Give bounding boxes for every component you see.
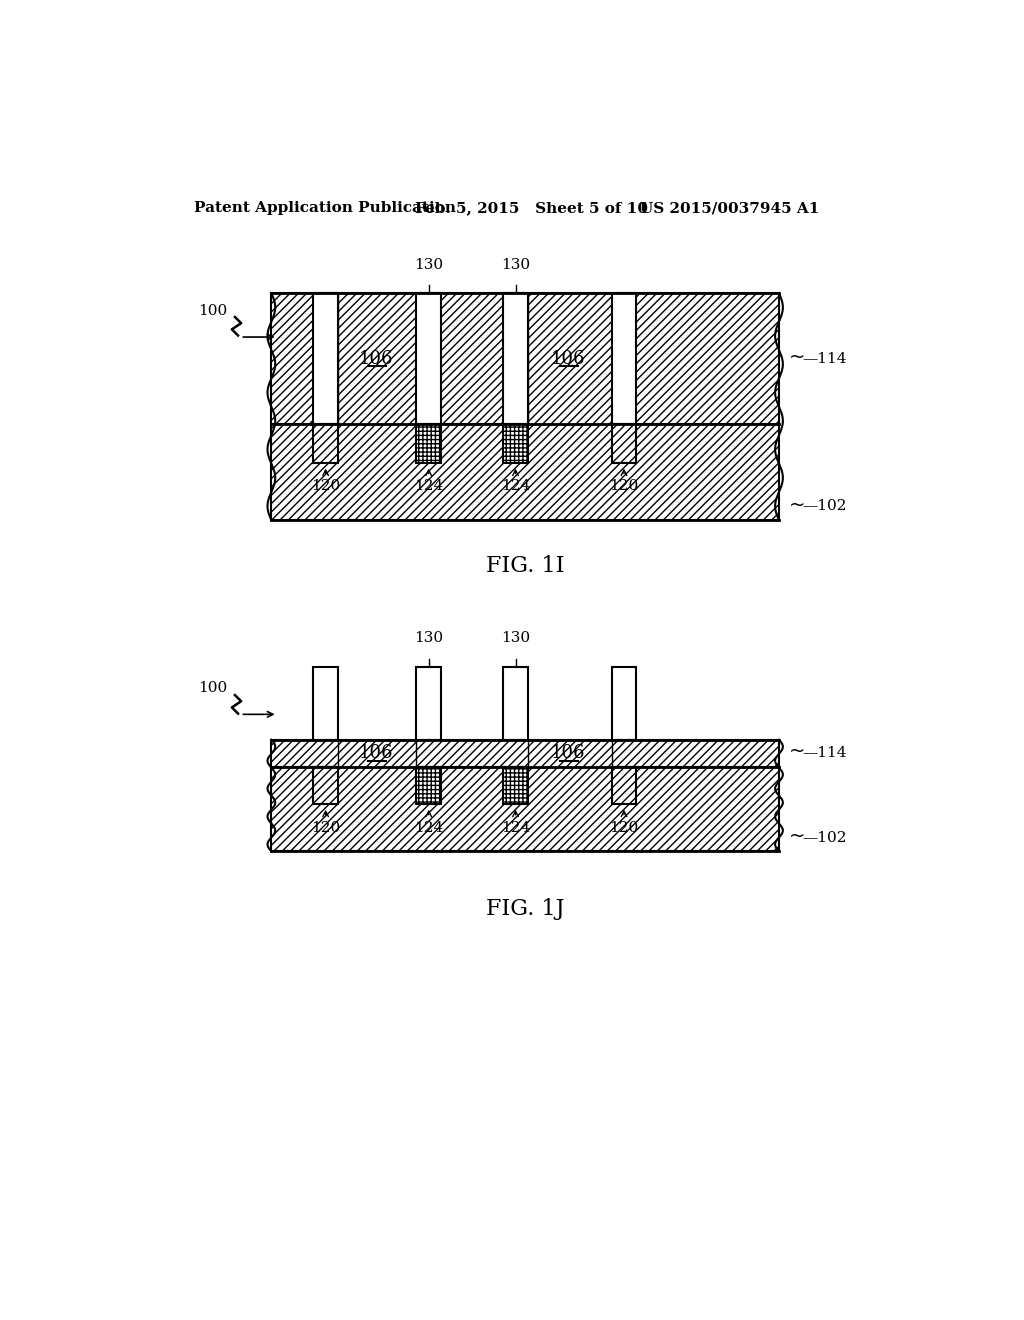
Text: ~: ~ [790, 826, 806, 846]
Text: 124: 124 [414, 821, 443, 834]
Text: 106: 106 [358, 350, 393, 367]
Bar [338, 739, 417, 767]
Text: 130: 130 [414, 257, 443, 272]
Bar [503, 293, 528, 424]
Text: 130: 130 [501, 631, 530, 645]
Text: —102: —102 [802, 830, 847, 845]
Text: 106: 106 [551, 744, 586, 762]
Bar [313, 667, 338, 739]
Bar [338, 293, 417, 424]
Text: 120: 120 [311, 479, 340, 494]
Text: 124: 124 [501, 821, 530, 834]
Text: —114: —114 [802, 351, 847, 366]
Bar [503, 424, 528, 462]
Text: FIG. 1I: FIG. 1I [485, 556, 564, 578]
Bar [271, 293, 779, 424]
Bar [503, 767, 528, 804]
Text: 120: 120 [609, 821, 639, 834]
Text: Patent Application Publication: Patent Application Publication [194, 202, 456, 215]
Bar [611, 293, 636, 424]
Bar [528, 293, 611, 424]
Bar [313, 424, 338, 462]
Bar [611, 767, 636, 804]
Text: —114: —114 [802, 746, 847, 760]
Text: Feb. 5, 2015   Sheet 5 of 10: Feb. 5, 2015 Sheet 5 of 10 [415, 202, 648, 215]
Bar [417, 293, 441, 424]
Text: 130: 130 [414, 631, 443, 645]
Bar [528, 739, 611, 767]
Text: ~: ~ [790, 347, 806, 367]
Bar [271, 739, 779, 767]
Text: 130: 130 [501, 257, 530, 272]
Text: 124: 124 [501, 479, 530, 494]
Bar [313, 293, 338, 424]
Bar [313, 767, 338, 804]
Bar [271, 767, 779, 851]
Text: 124: 124 [414, 479, 443, 494]
Text: 106: 106 [551, 350, 586, 367]
Text: —102: —102 [802, 499, 847, 513]
Bar [611, 667, 636, 739]
Text: US 2015/0037945 A1: US 2015/0037945 A1 [640, 202, 819, 215]
Text: 120: 120 [311, 821, 340, 834]
Text: FIG. 1J: FIG. 1J [485, 898, 564, 920]
Bar [271, 424, 779, 520]
Bar [503, 667, 528, 739]
Bar [417, 667, 441, 739]
Text: 100: 100 [198, 681, 227, 696]
Bar [417, 424, 441, 462]
Text: 100: 100 [198, 304, 227, 318]
Bar [417, 767, 441, 804]
Bar [611, 424, 636, 462]
Text: 120: 120 [609, 479, 639, 494]
Text: ~: ~ [790, 495, 806, 515]
Text: 106: 106 [358, 744, 393, 762]
Text: ~: ~ [790, 742, 806, 762]
